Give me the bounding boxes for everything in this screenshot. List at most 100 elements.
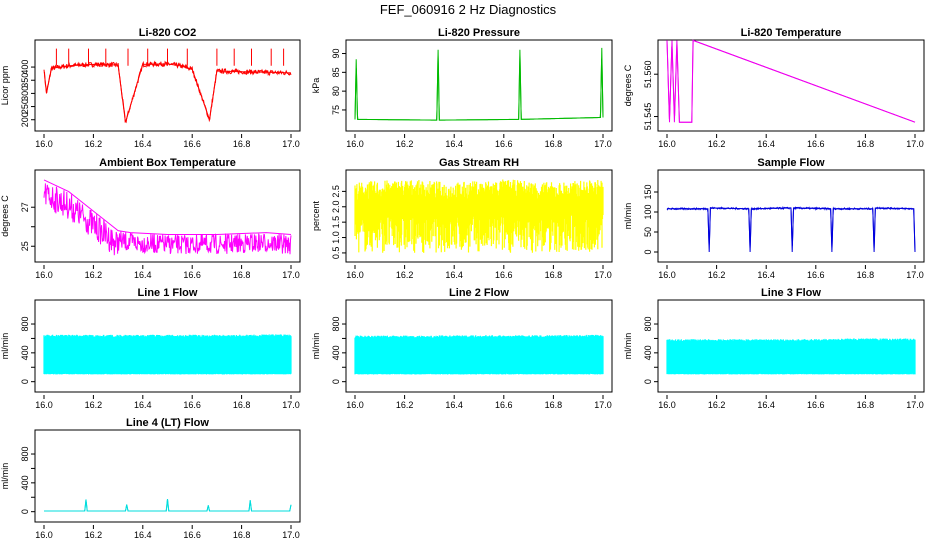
y-tick-label: 400 [643, 345, 653, 360]
x-tick-label: 16.6 [183, 530, 201, 540]
y-tick-label: 2.0 [331, 201, 341, 214]
chart-title: Li-820 Temperature [741, 27, 842, 39]
y-tick-label: 0 [643, 379, 653, 384]
x-tick-label: 16.6 [495, 400, 513, 410]
x-tick-label: 17.0 [906, 270, 924, 280]
y-tick-label: 800 [20, 317, 30, 332]
y-tick-label: 0.5 [331, 247, 341, 260]
y-tick-label: 0 [331, 379, 341, 384]
y-axis-label: ml/min [0, 333, 10, 360]
x-tick-label: 16.6 [183, 139, 201, 149]
series-group [43, 48, 292, 124]
series-group [666, 205, 916, 253]
y-tick-label: 50 [643, 227, 653, 237]
x-tick-label: 16.0 [35, 270, 53, 280]
y-tick-label: 400 [20, 60, 30, 75]
x-tick-label: 16.2 [85, 530, 103, 540]
x-tick-label: 16.8 [233, 139, 251, 149]
x-tick-label: 16.4 [757, 139, 775, 149]
chart-title: Li-820 CO2 [139, 27, 196, 39]
y-tick-label: 0 [643, 249, 653, 254]
series-spikes [666, 39, 916, 123]
chart-title: Ambient Box Temperature [99, 157, 236, 169]
x-tick-label: 17.0 [282, 270, 300, 280]
series-spikes [667, 207, 916, 253]
x-tick-label: 16.6 [807, 139, 825, 149]
y-tick-label: 80 [331, 86, 341, 96]
x-tick-label: 16.2 [396, 139, 414, 149]
x-tick-label: 16.8 [545, 139, 563, 149]
x-tick-label: 16.8 [857, 270, 875, 280]
y-tick-label: 75 [331, 105, 341, 115]
y-axis-label: ml/min [311, 333, 321, 360]
x-tick-label: 16.4 [134, 400, 152, 410]
series-group [44, 499, 292, 512]
y-tick-label: 0 [20, 379, 30, 384]
series-group [354, 179, 604, 253]
series-spikes [43, 63, 292, 123]
series-line [354, 179, 604, 253]
series-group [43, 334, 292, 375]
x-tick-label: 16.6 [495, 139, 513, 149]
x-tick-label: 17.0 [594, 270, 612, 280]
x-tick-label: 17.0 [282, 530, 300, 540]
x-tick-label: 16.4 [134, 139, 152, 149]
y-tick-label: 51.545 [643, 103, 653, 131]
plot-frame [657, 39, 925, 132]
y-tick-label: 1.0 [331, 231, 341, 244]
y-tick-label: 400 [331, 345, 341, 360]
y-tick-label: 400 [20, 475, 30, 490]
x-tick-label: 16.0 [658, 139, 676, 149]
plot-frame [34, 299, 301, 393]
x-tick-label: 16.6 [807, 400, 825, 410]
series-line [354, 334, 604, 375]
series-group [666, 39, 916, 123]
chart-title: Line 3 Flow [761, 287, 821, 299]
x-tick-label: 16.8 [545, 400, 563, 410]
x-tick-label: 16.4 [445, 270, 463, 280]
y-axis-label: degrees C [0, 195, 10, 237]
series-line [43, 334, 292, 375]
plot-frame [345, 169, 613, 263]
x-tick-label: 17.0 [594, 139, 612, 149]
x-tick-label: 16.6 [183, 270, 201, 280]
plot-frame [34, 39, 301, 132]
chart-title: Sample Flow [757, 157, 825, 169]
x-tick-label: 16.4 [445, 139, 463, 149]
x-tick-label: 16.6 [495, 270, 513, 280]
x-tick-label: 16.2 [708, 139, 726, 149]
chart-title: Line 1 Flow [138, 287, 198, 299]
series-spikes [354, 47, 604, 121]
chart-title: Gas Stream RH [439, 157, 519, 169]
series-group [354, 334, 604, 375]
y-tick-label: 300 [20, 86, 30, 101]
y-tick-label: 200 [20, 112, 30, 127]
x-tick-label: 16.0 [35, 139, 53, 149]
plot-frame [345, 39, 613, 132]
y-tick-label: 800 [20, 447, 30, 462]
plot-frame [657, 169, 925, 263]
x-tick-label: 17.0 [594, 400, 612, 410]
y-tick-label: 250 [20, 99, 30, 114]
plot-frame [34, 169, 301, 263]
x-tick-label: 17.0 [282, 139, 300, 149]
series-spikes-upper [55, 48, 285, 66]
x-tick-label: 16.0 [346, 270, 364, 280]
x-tick-label: 16.2 [708, 270, 726, 280]
x-tick-label: 16.0 [346, 400, 364, 410]
y-tick-label: 51.560 [643, 60, 653, 88]
y-axis-label: percent [311, 200, 321, 231]
x-tick-label: 16.8 [857, 400, 875, 410]
y-tick-label: 150 [643, 184, 653, 199]
x-tick-label: 16.4 [757, 270, 775, 280]
x-tick-label: 16.0 [346, 139, 364, 149]
y-tick-label: 1.5 [331, 216, 341, 229]
